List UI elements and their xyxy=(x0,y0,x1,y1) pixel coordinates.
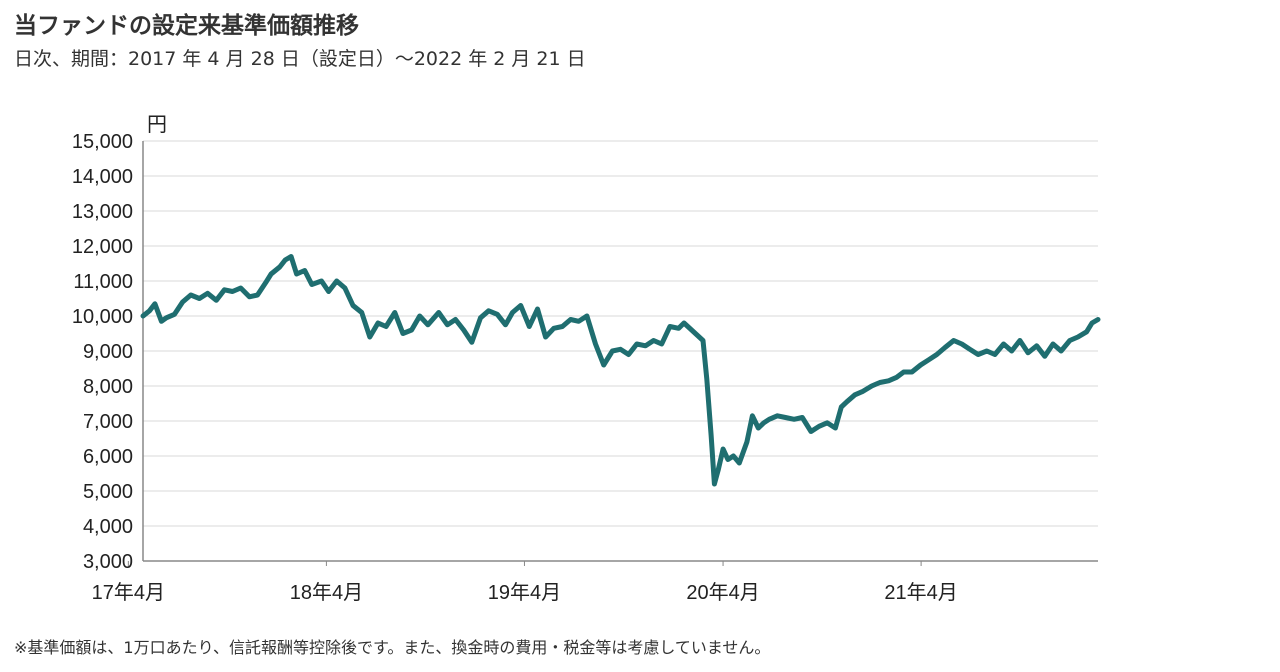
y-tick-label: 15,000 xyxy=(72,131,133,153)
x-tick-label: 18年4月 xyxy=(290,581,363,604)
x-tick-label: 17年4月 xyxy=(92,581,165,604)
x-tick-label: 21年4月 xyxy=(884,581,957,604)
y-tick-label: 3,000 xyxy=(83,551,133,573)
y-tick-labels: 3,000 4,000 5,000 6,000 7,000 8,000 9,000 10,00… xyxy=(72,131,133,573)
footnote: ※基準価額は、1万口あたり、信託報酬等控除後です。また、換金時の費用・税金等は考… xyxy=(14,638,771,657)
y-tick-label: 4,000 xyxy=(83,516,133,538)
y-tick-label: 10,000 xyxy=(72,306,133,328)
y-tick-label: 9,000 xyxy=(83,341,133,363)
nav-line-chart: 3,000 4,000 5,000 6,000 7,000 8,000 9,000 10,00… xyxy=(72,114,1101,604)
x-tick-label: 19年4月 xyxy=(488,581,561,604)
y-tick-label: 7,000 xyxy=(83,411,133,433)
y-tick-label: 5,000 xyxy=(83,481,133,503)
series-line-nav xyxy=(140,254,1101,487)
y-tick-label: 13,000 xyxy=(72,201,133,223)
y-tick-label: 11,000 xyxy=(73,271,133,293)
chart-subtitle: 日次、期間：2017 年 4 月 28 日（設定日）～2022 年 2 月 21… xyxy=(14,48,586,70)
x-tick-label: 20年4月 xyxy=(686,581,759,604)
y-axis-unit-label: 円 xyxy=(147,114,167,136)
gridlines xyxy=(143,140,1098,527)
y-tick-label: 14,000 xyxy=(72,166,133,188)
x-tick-labels: 17年4月 18年4月 19年4月 20年4月 21年4月 xyxy=(92,581,958,604)
axes xyxy=(127,141,1098,566)
y-tick-label: 6,000 xyxy=(83,446,133,468)
chart-title: 当ファンドの設定来基準価額推移 xyxy=(14,13,359,39)
y-tick-label: 8,000 xyxy=(83,376,133,398)
y-tick-label: 12,000 xyxy=(72,236,133,258)
